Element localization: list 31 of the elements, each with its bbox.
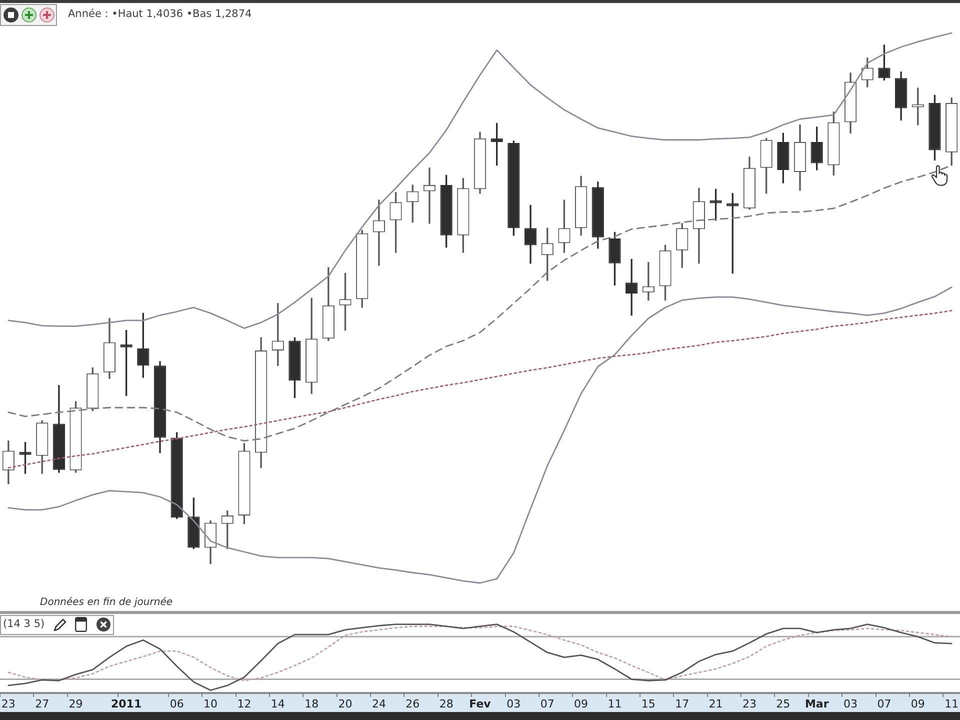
x-tick-label: 10: [204, 697, 218, 710]
x-tick-label: 11: [944, 697, 959, 710]
x-tick-label: 2011: [111, 697, 142, 710]
x-tick-label: 23: [1, 697, 16, 710]
x-tick-label: 07: [877, 697, 892, 710]
x-tick-label: 03: [506, 697, 521, 710]
text: Données en fin de journée: [40, 597, 172, 608]
x-tick-label: 12: [237, 697, 252, 710]
x-tick-label: Fev: [469, 697, 492, 710]
x-tick-label: 14: [270, 697, 285, 710]
x-tick-label: 25: [776, 697, 790, 710]
x-tick-label: 23: [742, 697, 756, 710]
x-tick-label: 26: [406, 697, 420, 710]
x-tick-label: 09: [910, 697, 925, 710]
x-tick-label: 20: [338, 697, 352, 710]
x-tick-label: Mar: [804, 697, 830, 710]
x-tick-label: 18: [304, 697, 319, 710]
x-tick-label: 15: [641, 697, 656, 710]
x-tick-label: 28: [439, 697, 454, 710]
x-tick-label: 27: [35, 697, 50, 710]
chart-title: (14 3 5): [3, 618, 45, 630]
x-tick-label: 03: [844, 697, 858, 710]
x-tick-label: 06: [170, 697, 184, 710]
x-tick-label: 17: [675, 697, 690, 710]
x-tick-label: 07: [540, 697, 554, 710]
chart-title: Année : •Haut 1,4036 •Bas 1,2874: [68, 8, 252, 20]
x-tick-label: 29: [68, 697, 83, 710]
x-tick-label: 21: [708, 697, 723, 710]
x-tick-label: 24: [372, 697, 386, 710]
x-tick-label: 11: [608, 697, 622, 710]
x-tick-label: 09: [574, 697, 588, 710]
